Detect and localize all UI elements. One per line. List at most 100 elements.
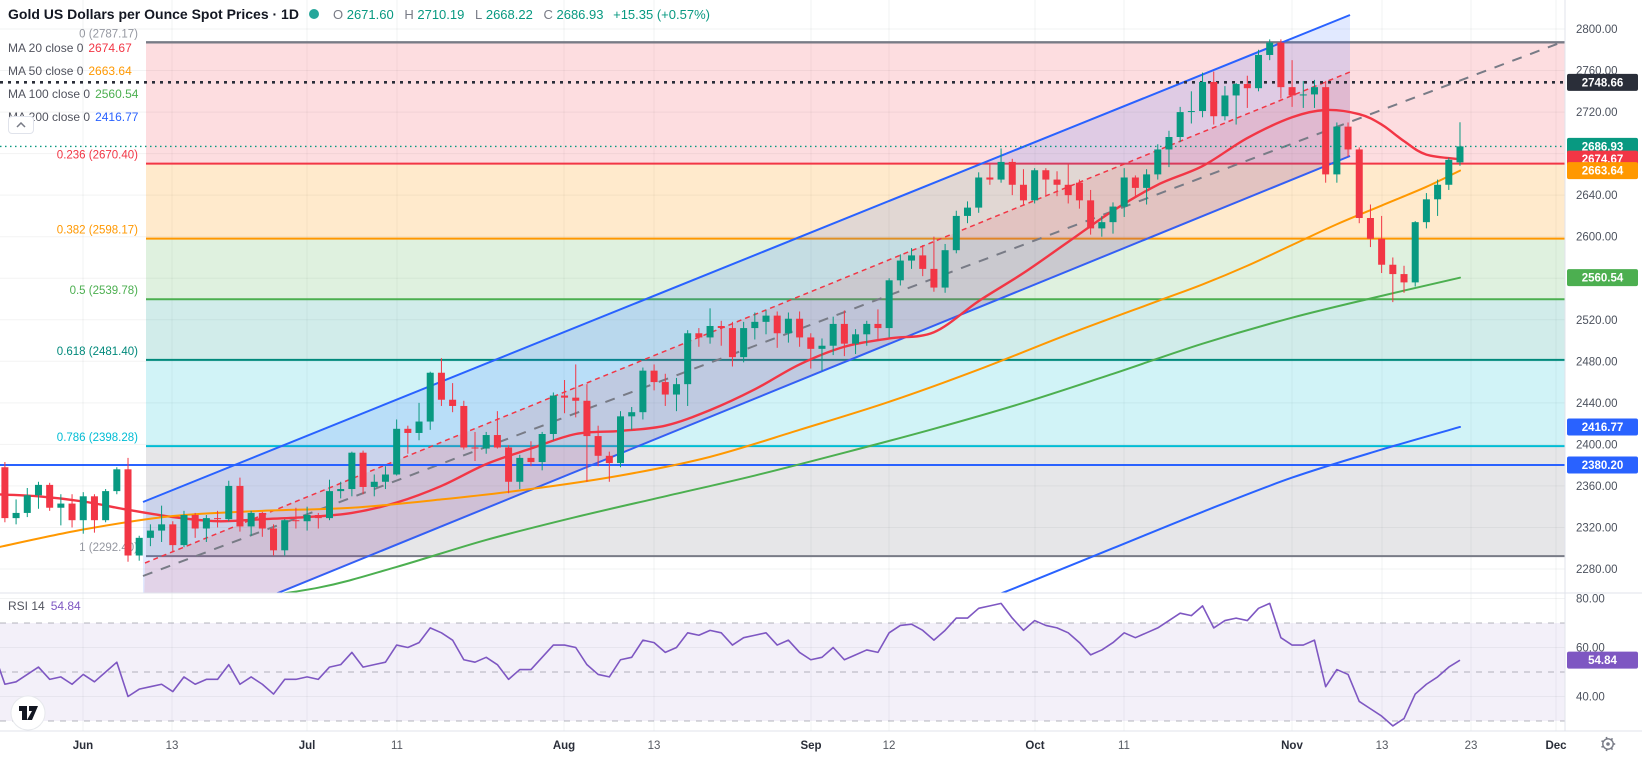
price-axis-label: 2400.00 — [1576, 439, 1618, 451]
ma-50-legend[interactable]: MA 50 close 0 2663.64 — [8, 64, 132, 78]
parallel-channel[interactable] — [142, 14, 1351, 648]
rsi-axis-label: 40.00 — [1576, 692, 1605, 704]
candle — [986, 164, 994, 185]
candle — [672, 377, 680, 412]
svg-text:2686.93: 2686.93 — [1582, 141, 1624, 153]
time-axis-label: 11 — [391, 740, 403, 752]
time-axis-label: Jun — [73, 740, 93, 752]
time-axis-label: 13 — [648, 740, 661, 752]
candle — [57, 494, 65, 526]
price-axis-label: 2720.00 — [1576, 107, 1618, 119]
close-label: C — [543, 6, 553, 22]
candle — [1255, 49, 1263, 92]
candle — [975, 172, 983, 213]
ohlc-values: O 2671.60 H 2710.19 L 2668.22 C 2686.93 … — [333, 7, 710, 22]
svg-text:54.84: 54.84 — [1588, 655, 1617, 667]
ma-line-ma100[interactable] — [128, 276, 1461, 613]
ma-line-ma50[interactable] — [0, 169, 1461, 549]
rsi-legend[interactable]: RSI 14 54.84 — [8, 599, 81, 613]
candle — [191, 512, 199, 538]
gear-icon[interactable] — [1601, 736, 1616, 752]
candle — [1389, 257, 1397, 303]
time-axis-label: 12 — [883, 740, 896, 752]
price-axis-label: 2520.00 — [1576, 315, 1618, 327]
ma-line-ma20[interactable] — [0, 108, 1462, 523]
candle — [1064, 164, 1072, 204]
high-label: H — [404, 6, 414, 22]
candle — [549, 392, 557, 441]
candle — [930, 236, 938, 292]
fib-label: 0.786 (2398.28) — [57, 432, 138, 444]
price-axis-label: 2360.00 — [1576, 481, 1618, 493]
price-axis-label: 2280.00 — [1576, 564, 1618, 576]
candle — [393, 419, 401, 476]
candle — [952, 210, 960, 254]
gray-dashed-trendline[interactable] — [142, 40, 1565, 577]
candle — [874, 309, 882, 341]
ma-200-value: 2416.77 — [95, 110, 139, 124]
svg-text:2748.66: 2748.66 — [1582, 77, 1624, 89]
candle — [1176, 106, 1184, 143]
chart-legend: Gold US Dollars per Ounce Spot Prices · … — [8, 6, 710, 134]
rsi-line — [0, 602, 1461, 727]
ma-100-label: MA 100 close 0 — [8, 87, 91, 101]
rsi-badge: 54.84 — [1567, 651, 1638, 669]
candle — [784, 312, 792, 343]
price-badge-2748.66: 2748.66 — [1567, 73, 1638, 91]
market-status-icon[interactable] — [308, 9, 319, 19]
candle — [1310, 79, 1318, 108]
candle — [617, 411, 625, 468]
ma-20-label: MA 20 close 0 — [8, 41, 84, 55]
time-axis-label: 11 — [1118, 740, 1130, 752]
time-scale[interactable]: Jun 13 Jul 11 Aug 13 Sep 12 Oct 11 Nov 13 23 Dec — [0, 730, 1642, 760]
candle — [1053, 171, 1061, 197]
price-badge-2663.64: 2663.64 — [1567, 162, 1638, 180]
ma-20-legend[interactable]: MA 20 close 0 2674.67 — [8, 41, 132, 55]
candle — [650, 364, 658, 391]
candle — [292, 507, 300, 529]
red-dashed-trendline[interactable] — [144, 71, 1351, 564]
high-value: 2710.19 — [417, 6, 465, 22]
rsi-pane[interactable] — [0, 602, 1565, 727]
candle — [1075, 179, 1083, 209]
time-axis-label: 23 — [1465, 740, 1478, 752]
candle — [896, 254, 904, 286]
candle — [807, 333, 815, 369]
channel-upper-line[interactable] — [142, 14, 1351, 503]
fib-label: 1 (2292.40) — [79, 542, 138, 554]
price-axis-label: 2440.00 — [1576, 398, 1618, 410]
candle — [303, 506, 311, 531]
candle — [818, 338, 826, 371]
tradingview-logo[interactable] — [10, 695, 46, 731]
symbol-title[interactable]: Gold US Dollars per Ounce Spot Prices · … — [8, 6, 299, 22]
price-badge-2380.20: 2380.20 — [1567, 456, 1638, 474]
candle — [404, 425, 412, 454]
candle — [460, 400, 468, 450]
candles-series[interactable] — [0, 39, 1464, 562]
time-axis-label: 13 — [1376, 740, 1389, 752]
ma-100-legend[interactable]: MA 100 close 0 2560.54 — [8, 87, 138, 101]
price-scale[interactable]: 2800.002760.002720.002640.002600.002520.… — [1564, 0, 1642, 760]
candle — [437, 358, 445, 406]
ma-line-ma200[interactable] — [777, 425, 1461, 652]
ma-50-value: 2663.64 — [88, 64, 132, 78]
candle — [158, 505, 166, 542]
candle — [247, 510, 255, 536]
candle — [1333, 122, 1341, 183]
candle — [1221, 86, 1229, 121]
candle — [997, 148, 1005, 183]
candle — [1366, 204, 1374, 248]
collapse-indicators-button[interactable] — [8, 116, 34, 134]
time-axis-label: Oct — [1025, 740, 1044, 752]
candle — [538, 431, 546, 471]
candle — [1434, 179, 1442, 216]
candle — [717, 320, 725, 346]
fib-band — [146, 163, 1565, 239]
price-axis-label: 2320.00 — [1576, 522, 1618, 534]
candle — [773, 311, 781, 348]
channel-lower-line[interactable] — [143, 155, 1351, 648]
candle — [527, 441, 535, 467]
candle — [493, 411, 501, 449]
rsi-value: 54.84 — [50, 599, 81, 613]
